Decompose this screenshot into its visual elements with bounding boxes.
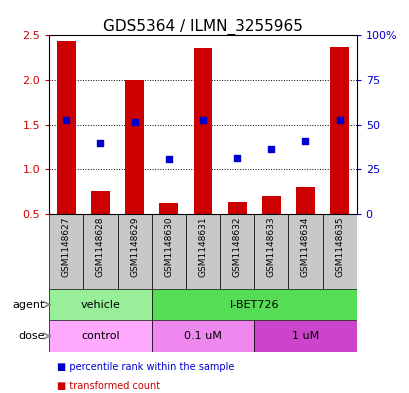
Point <box>131 119 137 125</box>
Bar <box>329 47 348 214</box>
Title: GDS5364 / ILMN_3255965: GDS5364 / ILMN_3255965 <box>103 19 302 35</box>
Bar <box>254 214 288 289</box>
Bar <box>151 214 185 289</box>
Point <box>301 138 308 144</box>
Bar <box>91 191 110 214</box>
Bar <box>49 214 83 289</box>
Text: GSM1148629: GSM1148629 <box>130 217 139 277</box>
Text: ■ transformed count: ■ transformed count <box>57 381 160 391</box>
Point <box>199 117 206 123</box>
Text: I-BET726: I-BET726 <box>229 299 278 310</box>
Text: vehicle: vehicle <box>80 299 120 310</box>
Text: 0.1 uM: 0.1 uM <box>184 331 221 341</box>
Text: GSM1148634: GSM1148634 <box>300 217 309 277</box>
Bar <box>49 320 151 352</box>
Bar <box>125 80 144 214</box>
Bar <box>288 214 322 289</box>
Text: GSM1148633: GSM1148633 <box>266 217 275 277</box>
Text: control: control <box>81 331 119 341</box>
Point <box>63 117 70 123</box>
Bar <box>57 41 76 214</box>
Bar <box>295 187 314 214</box>
Point <box>233 155 240 161</box>
Bar <box>220 214 254 289</box>
Text: GSM1148630: GSM1148630 <box>164 217 173 277</box>
Bar <box>49 289 151 320</box>
Bar <box>193 48 212 214</box>
Point <box>165 156 172 162</box>
Text: GSM1148628: GSM1148628 <box>96 217 105 277</box>
Point <box>267 146 274 152</box>
Text: agent: agent <box>13 299 45 310</box>
Bar <box>117 214 151 289</box>
Text: 1 uM: 1 uM <box>291 331 318 341</box>
Text: dose: dose <box>18 331 45 341</box>
Bar <box>151 320 254 352</box>
Bar <box>151 289 356 320</box>
Text: GSM1148635: GSM1148635 <box>334 217 343 277</box>
Bar <box>83 214 117 289</box>
Bar <box>159 204 178 214</box>
Point <box>97 140 103 146</box>
Bar <box>322 214 356 289</box>
Bar <box>185 214 220 289</box>
Text: GSM1148631: GSM1148631 <box>198 217 207 277</box>
Bar <box>254 320 356 352</box>
Bar <box>227 202 246 214</box>
Text: GSM1148627: GSM1148627 <box>62 217 71 277</box>
Point <box>335 117 342 123</box>
Bar <box>261 196 280 214</box>
Text: GSM1148632: GSM1148632 <box>232 217 241 277</box>
Text: ■ percentile rank within the sample: ■ percentile rank within the sample <box>57 362 234 372</box>
